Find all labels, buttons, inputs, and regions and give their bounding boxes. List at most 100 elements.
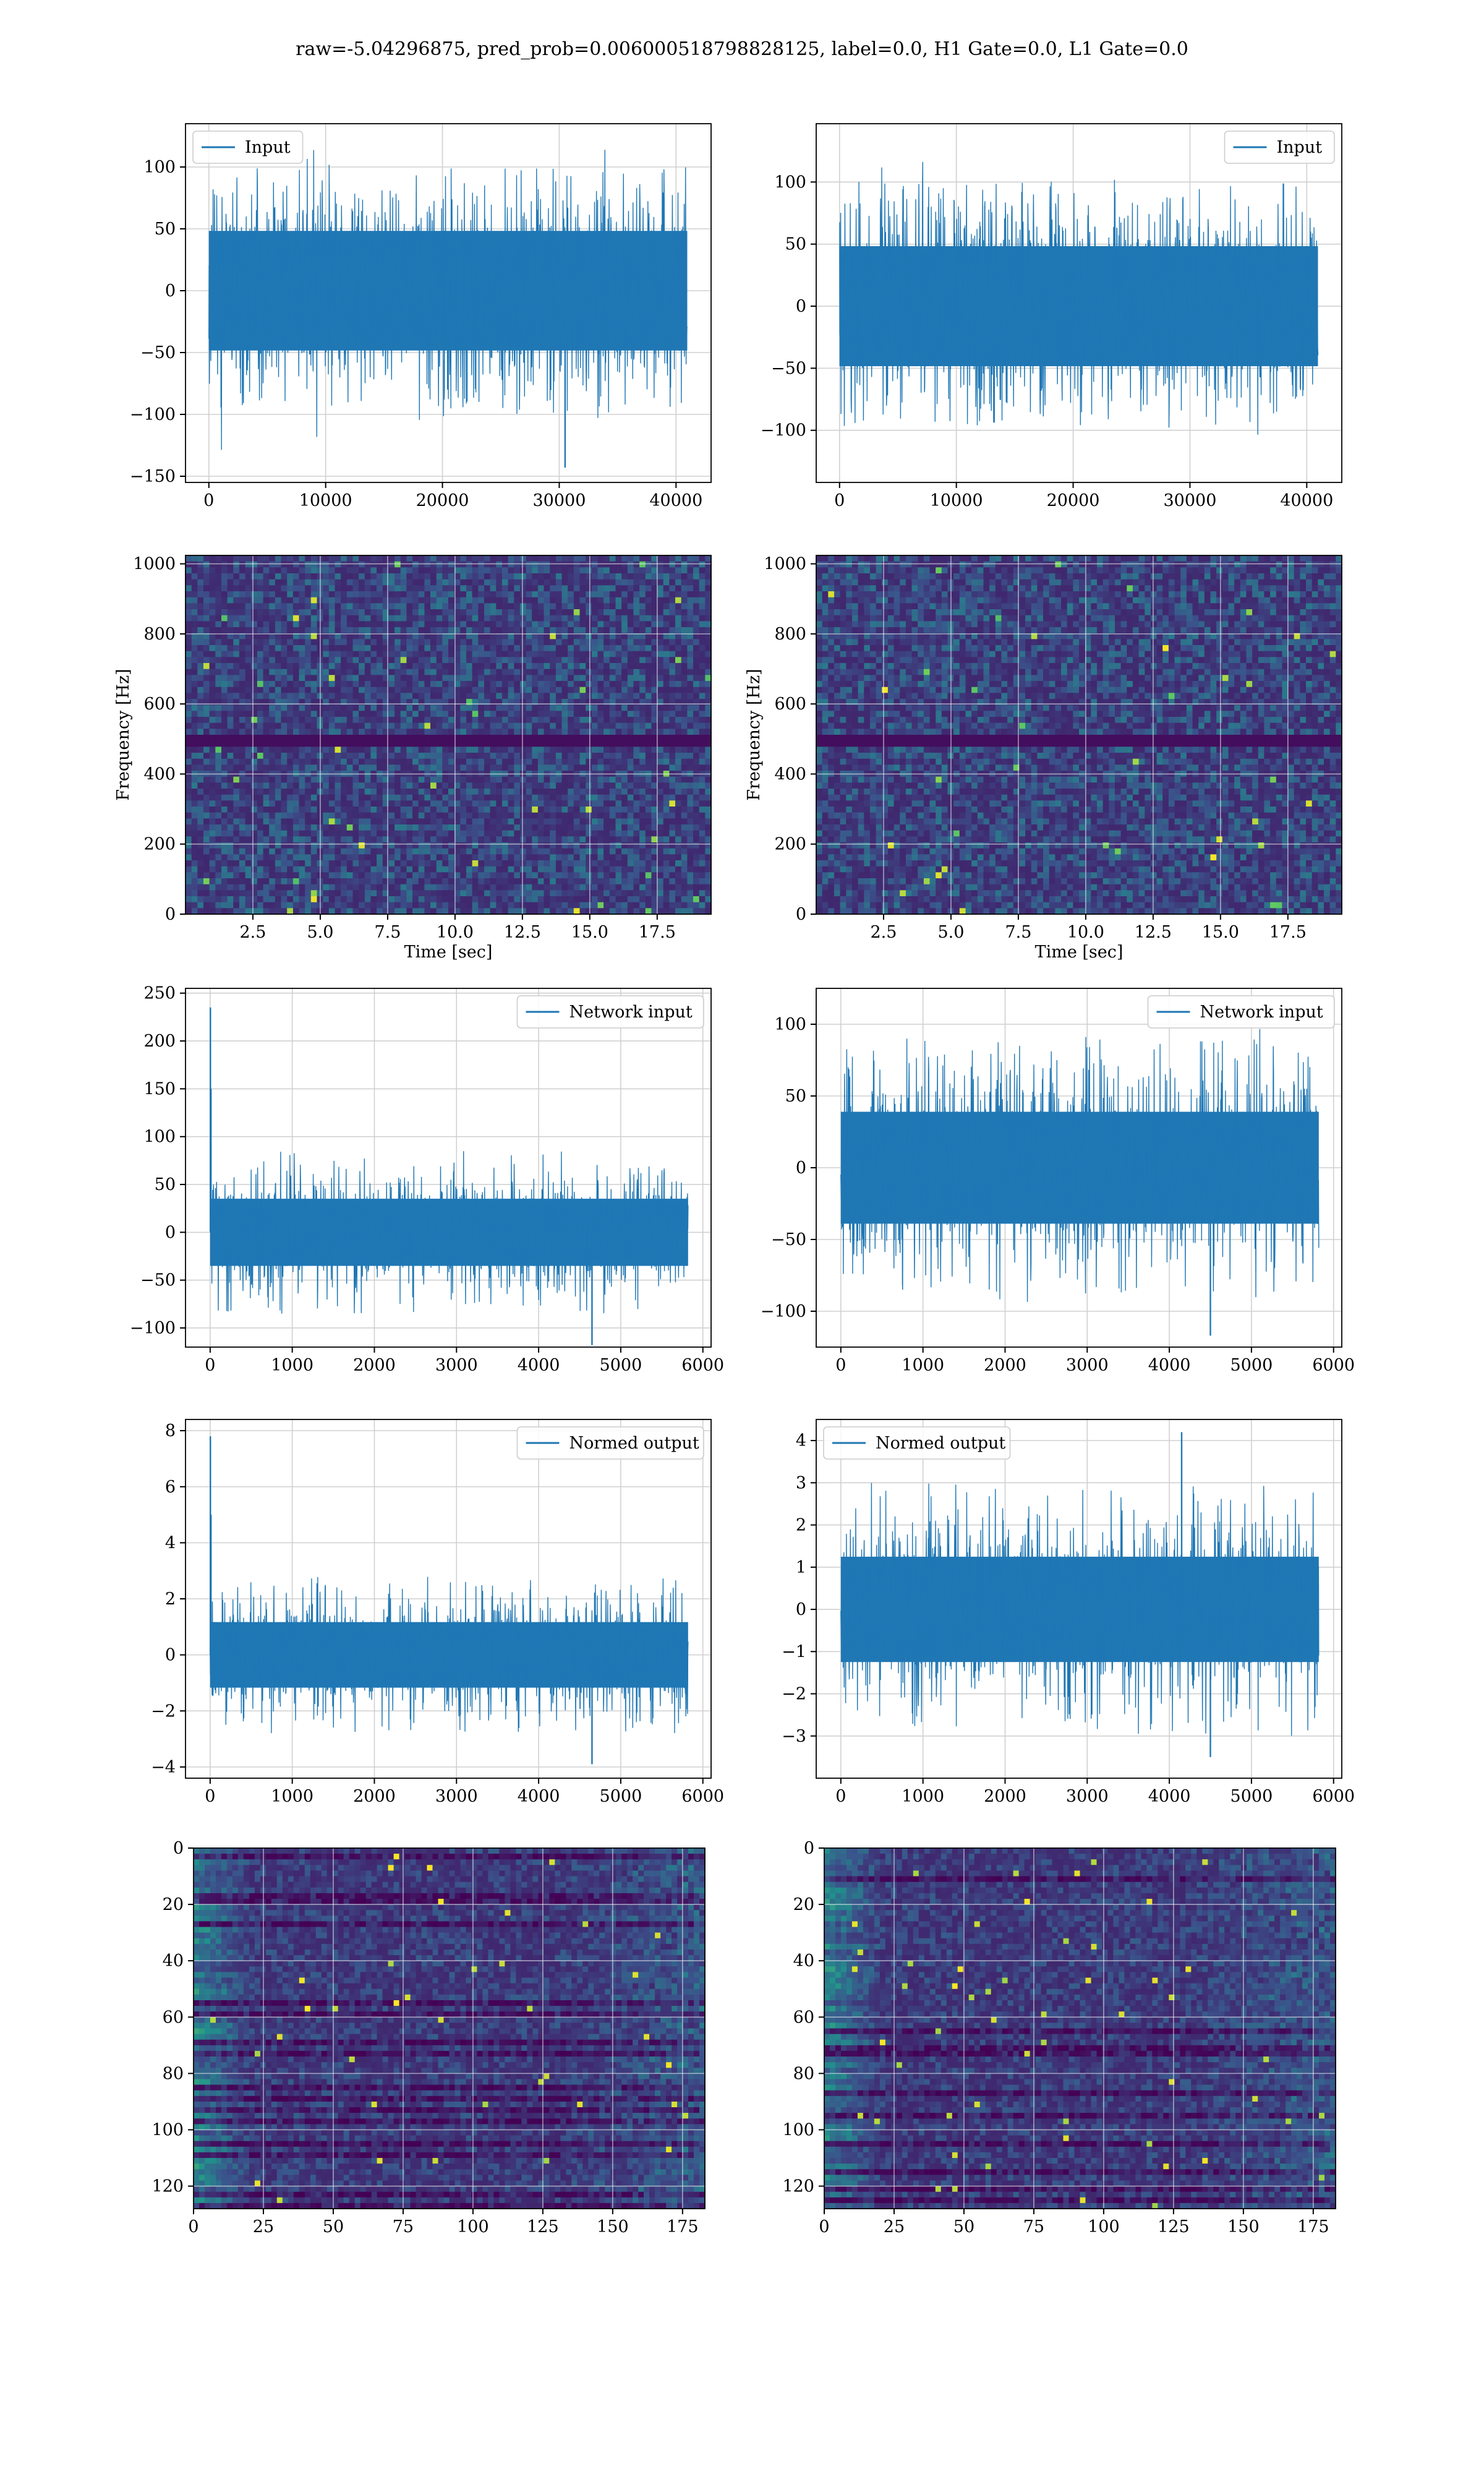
row3-left-y-tick-label-5: 150 bbox=[143, 1079, 176, 1098]
row4-left-y-tick-label-5: 6 bbox=[165, 1478, 176, 1497]
row5-left-x-tick-label-1: 25 bbox=[253, 2217, 274, 2236]
row4-left-legend-label: Normed output bbox=[569, 1434, 699, 1453]
row4-right-y-tick-label-3: 0 bbox=[796, 1600, 806, 1619]
row4-left-legend-box bbox=[516, 1426, 704, 1460]
row1-right-y-tick-label-1: −50 bbox=[771, 359, 806, 378]
row3-left-y-tick-label-6: 200 bbox=[143, 1032, 176, 1051]
row3-left-frame bbox=[185, 988, 712, 1348]
row2-right-x-tick-label-1: 5.0 bbox=[937, 923, 964, 942]
row5-right-x-tick-label-1: 25 bbox=[884, 2217, 905, 2236]
row4-right-y-tick-label-5: 2 bbox=[796, 1516, 806, 1535]
row1-right-legend: Input bbox=[1224, 131, 1335, 164]
row4-right-x-tick-label-2: 2000 bbox=[984, 1787, 1026, 1806]
row4-left-y-tick-label-4: 4 bbox=[165, 1533, 176, 1552]
row3-right-y-tick-label-1: −50 bbox=[771, 1230, 806, 1249]
chart-row2-left: 2.5 5.0 7.5 10.0 12.5 15.0 17.5 0 200 400 600 800 10… bbox=[114, 555, 712, 962]
row5-right-y-tick-label-3: 60 bbox=[793, 2008, 814, 2027]
row1-right-x-tick-label-3: 30000 bbox=[1163, 491, 1216, 510]
row3-right-legend-box bbox=[1147, 995, 1335, 1029]
row2-left-x-tick-label-6: 17.5 bbox=[639, 923, 676, 942]
row1-left-legend: Input bbox=[192, 131, 304, 164]
row5-left-x-tick-label-3: 75 bbox=[393, 2217, 414, 2236]
row5-right-x-tick-label-6: 150 bbox=[1227, 2217, 1260, 2236]
row1-left-x-tick-label-1: 10000 bbox=[299, 491, 352, 510]
row4-right-y-tick-label-1: −2 bbox=[782, 1685, 806, 1704]
row3-left-y-tick-label-7: 250 bbox=[143, 984, 176, 1003]
row2-right-y-tick-label-1: 200 bbox=[774, 835, 806, 854]
row5-left-y-tick-label-5: 100 bbox=[151, 2120, 184, 2139]
row1-right-y-tick-label-4: 100 bbox=[774, 173, 806, 192]
row2-left-cells bbox=[186, 555, 712, 915]
row5-right-y-tick-label-2: 40 bbox=[793, 1951, 814, 1971]
row1-left-series-line bbox=[208, 150, 688, 450]
row3-right-x-tick-label-3: 3000 bbox=[1066, 1356, 1109, 1375]
row3-left-y-tick-label-1: −50 bbox=[140, 1271, 176, 1290]
row1-right-x-tick-label-0: 0 bbox=[834, 491, 845, 510]
row3-right-x-tick-label-1: 1000 bbox=[902, 1356, 944, 1375]
row1-left-y-tick-label-2: −50 bbox=[140, 343, 176, 362]
row4-left-x-tick-label-4: 4000 bbox=[518, 1787, 560, 1806]
row5-right-y-tick-label-1: 20 bbox=[793, 1895, 814, 1914]
row1-left-y-tick-label-0: −150 bbox=[130, 467, 176, 486]
row5-left-x-tick-label-2: 50 bbox=[323, 2217, 344, 2236]
row3-right-x-tick-label-5: 5000 bbox=[1230, 1356, 1273, 1375]
row2-left-x-tick-label-2: 7.5 bbox=[374, 923, 401, 942]
row4-right-y-tick-label-0: −3 bbox=[782, 1727, 806, 1746]
row4-left-y-tick-label-1: −2 bbox=[151, 1701, 176, 1721]
row1-left-legend-box bbox=[192, 131, 304, 164]
row4-left-y-tick-label-0: −4 bbox=[151, 1758, 176, 1777]
row3-right-y-tick-label-4: 100 bbox=[774, 1015, 806, 1034]
row1-right-frame bbox=[816, 123, 1342, 483]
row2-right-y-tick-label-5: 1000 bbox=[764, 555, 806, 574]
row3-right-x-tick-label-6: 6000 bbox=[1312, 1356, 1355, 1375]
row3-right-x-tick-label-4: 4000 bbox=[1148, 1356, 1191, 1375]
row2-left-y-axis-label: Frequency [Hz] bbox=[114, 669, 133, 800]
row2-left-x-tick-label-1: 5.0 bbox=[307, 923, 333, 942]
row4-left-x-tick-label-1: 1000 bbox=[271, 1787, 313, 1806]
row1-right-legend-box bbox=[1224, 131, 1335, 164]
row5-left-y-tick-label-3: 60 bbox=[163, 2008, 184, 2027]
row3-right-x-tick-label-0: 0 bbox=[835, 1356, 846, 1375]
row3-left-legend-label: Network input bbox=[569, 1003, 693, 1022]
row5-right-x-tick-label-5: 125 bbox=[1158, 2217, 1190, 2236]
row1-right-series-line bbox=[839, 161, 1319, 435]
row1-right-x-tick-label-2: 20000 bbox=[1047, 491, 1100, 510]
row4-right-x-tick-label-6: 6000 bbox=[1312, 1787, 1355, 1806]
row5-right-y-tick-label-4: 80 bbox=[793, 2064, 814, 2083]
row2-right-cells bbox=[816, 555, 1342, 915]
row5-right-y-tick-label-0: 0 bbox=[804, 1839, 814, 1858]
row2-right-x-tick-label-5: 15.0 bbox=[1202, 923, 1239, 942]
row4-left-y-tick-label-2: 0 bbox=[165, 1646, 176, 1665]
row1-left-frame bbox=[185, 123, 712, 483]
row2-left-y-tick-label-4: 800 bbox=[143, 625, 176, 644]
row5-left-x-tick-label-5: 125 bbox=[527, 2217, 559, 2236]
row4-left-y-tick-label-3: 2 bbox=[165, 1590, 176, 1609]
row3-left-y-tick-label-4: 100 bbox=[143, 1128, 176, 1147]
row5-right-x-tick-label-0: 0 bbox=[819, 2217, 829, 2236]
row2-left-frame bbox=[185, 555, 712, 915]
row1-left-legend-label: Input bbox=[245, 138, 291, 157]
chart-row4-left: 0 1000 2000 3000 4000 5000 6000 −4 −2 0 2 4 6 8 Normed… bbox=[151, 1419, 724, 1806]
row3-left-x-tick-label-4: 4000 bbox=[518, 1356, 560, 1375]
row1-left-y-tick-label-5: 100 bbox=[143, 158, 176, 177]
row1-right-y-tick-label-2: 0 bbox=[796, 297, 806, 316]
row2-left-y-tick-label-1: 200 bbox=[143, 835, 176, 854]
row3-right-legend: Network input bbox=[1147, 995, 1335, 1029]
row4-right-x-tick-label-0: 0 bbox=[835, 1787, 846, 1806]
row2-left-x-tick-label-3: 10.0 bbox=[437, 923, 474, 942]
row5-right-cells bbox=[824, 1848, 1336, 2209]
chart-row5-right: 0 25 50 75 100 125 150 175 0 20 40 60 80 100 120 bbox=[782, 1839, 1336, 2236]
row3-left-x-tick-label-2: 2000 bbox=[353, 1356, 396, 1375]
row4-right-x-tick-label-3: 3000 bbox=[1066, 1787, 1109, 1806]
row2-right-x-tick-label-0: 2.5 bbox=[870, 923, 897, 942]
chart-row1-right: 0 10000 20000 30000 40000 −100 −50 0 50 100 Input bbox=[761, 123, 1342, 510]
figure-title: raw=-5.04296875, pred_prob=0.00600051879… bbox=[0, 38, 1484, 60]
row4-right-x-tick-label-5: 5000 bbox=[1230, 1787, 1273, 1806]
row3-left-y-tick-label-2: 0 bbox=[165, 1223, 176, 1242]
row1-left-x-tick-label-3: 30000 bbox=[532, 491, 586, 510]
row4-right-x-tick-label-1: 1000 bbox=[902, 1787, 944, 1806]
row4-right-frame bbox=[816, 1419, 1342, 1779]
row3-left-legend: Network input bbox=[516, 995, 704, 1029]
row4-right-x-tick-label-4: 4000 bbox=[1148, 1787, 1191, 1806]
row2-left-x-tick-label-0: 2.5 bbox=[239, 923, 266, 942]
